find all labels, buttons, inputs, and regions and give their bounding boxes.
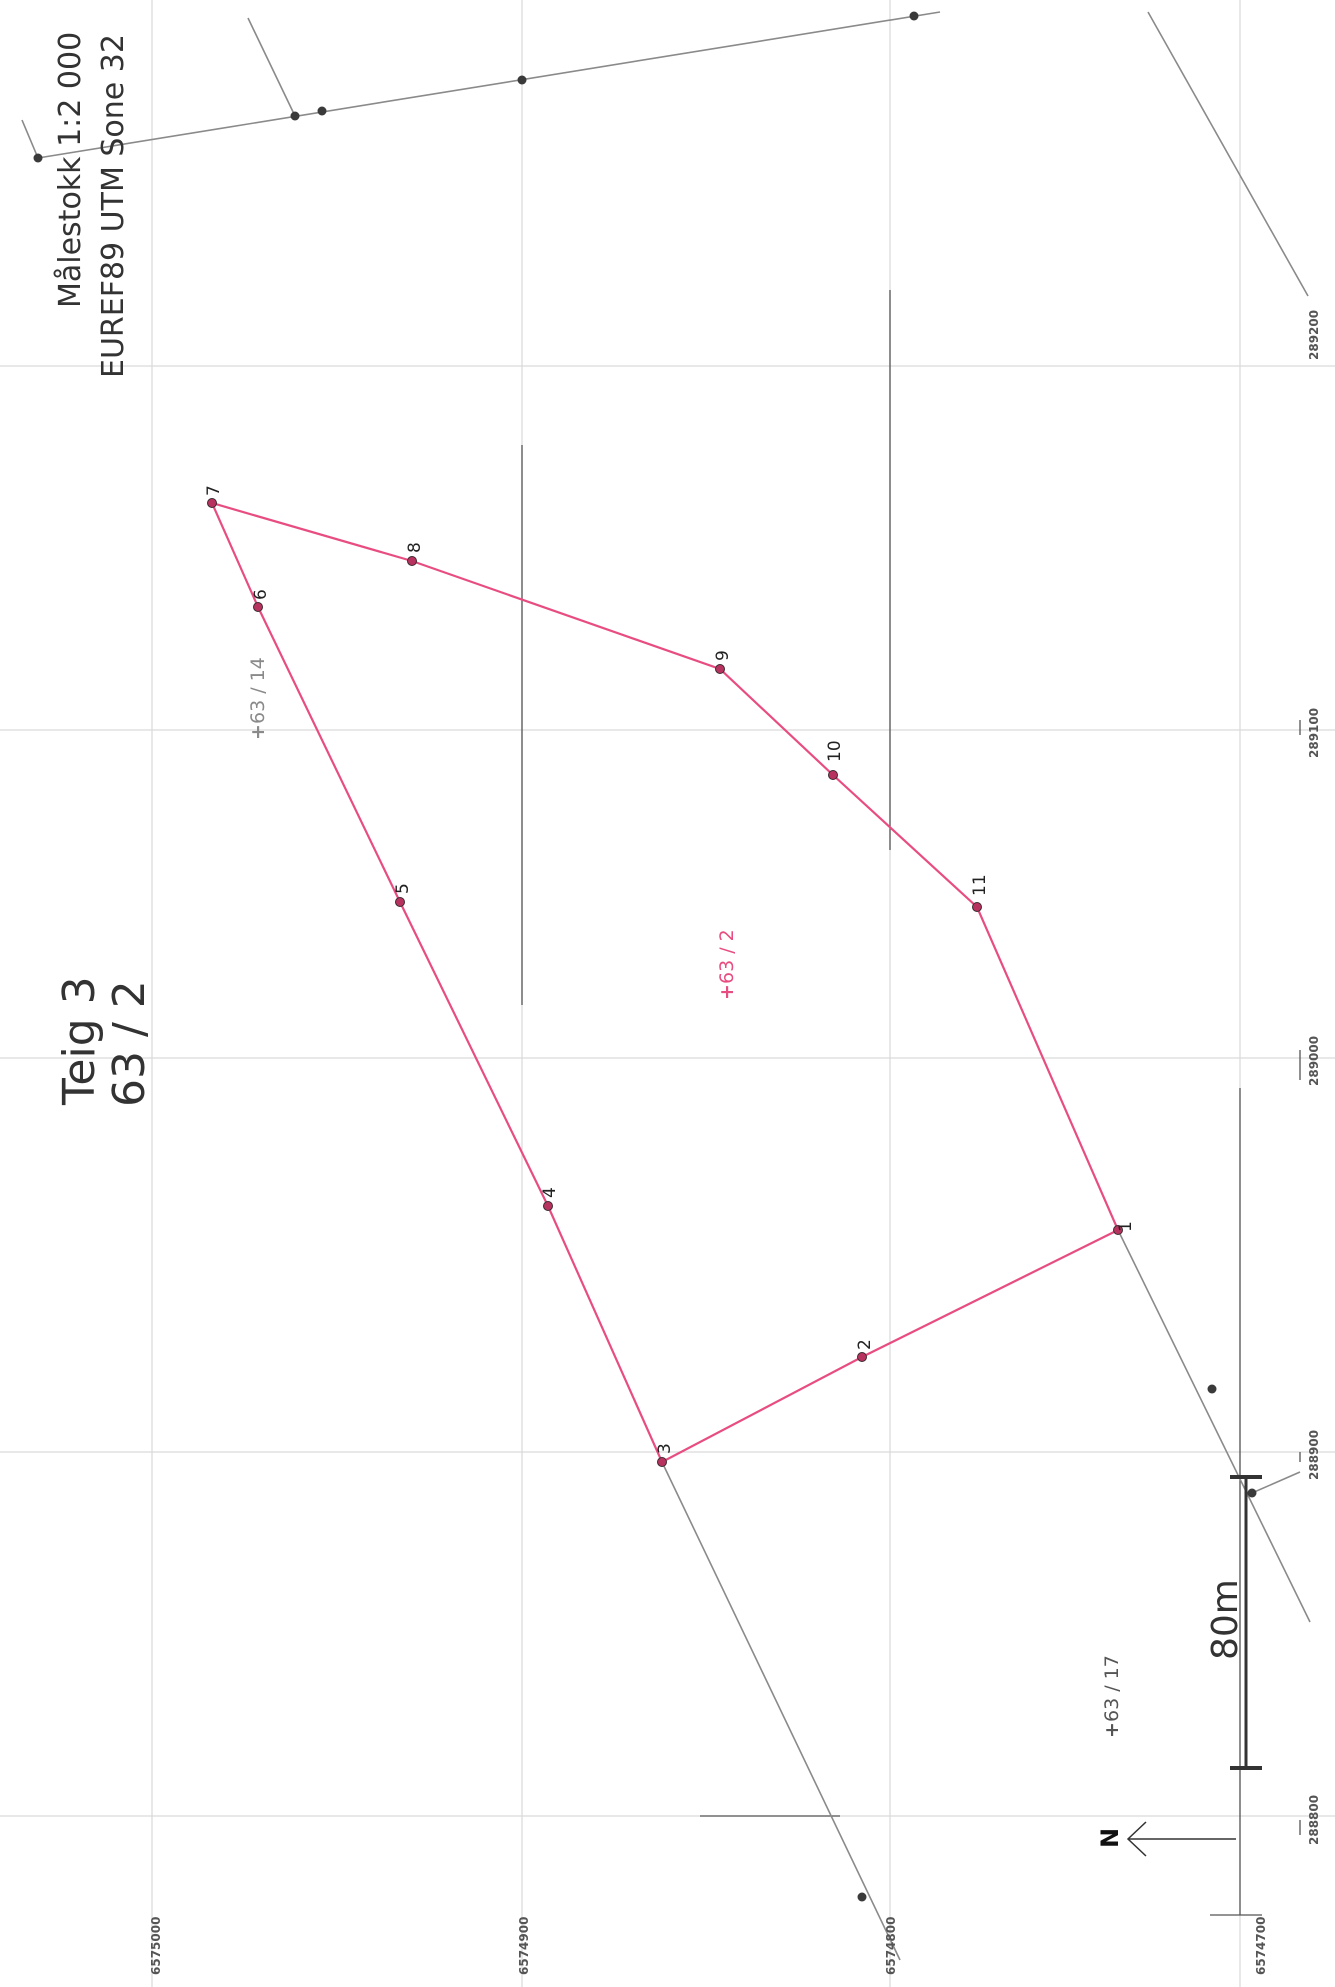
northing-label-6574900: 6574900 [517, 1917, 531, 1975]
neighbor-boundaries [21, 11, 1311, 1961]
north-arrow-icon [1126, 1821, 1147, 1857]
easting-label-289100: 289100 [1307, 708, 1321, 758]
scale-text: Målestokk 1:2 000 [53, 32, 88, 308]
neighbor-boundary-line [1251, 1471, 1301, 1494]
point-label-4: 4 [540, 1187, 560, 1198]
point-label-1: 1 [1116, 1221, 1136, 1232]
neighbor-boundary-line [1147, 11, 1309, 297]
crs-text: EUREF89 UTM Sone 32 [96, 34, 131, 378]
point-label-9: 9 [713, 650, 733, 661]
northing-label-6574800: 6574800 [884, 1917, 898, 1975]
scan-artifact-lines [521, 290, 1301, 1916]
map-title: Teig 3 63 / 2 [54, 976, 155, 1107]
point-label-3: 3 [655, 1443, 675, 1454]
boundary-point-10 [828, 770, 838, 780]
map-info: Målestokk 1:2 000 EUREF89 UTM Sone 32 [53, 32, 131, 378]
vertex-marker [1207, 1384, 1217, 1394]
boundary-point-11 [972, 902, 982, 912]
neighbor-vertices [33, 11, 1257, 1902]
boundary-point-2 [857, 1352, 867, 1362]
easting-label-289200: 289200 [1307, 310, 1321, 360]
neighbor-boundary-line [661, 1461, 901, 1961]
vertex-marker [909, 11, 919, 21]
boundary-point-8 [407, 556, 417, 566]
northing-label-6575000: 6575000 [149, 1917, 163, 1975]
easting-label-289000: 289000 [1307, 1036, 1321, 1086]
northing-labels: 6574700 6574800 6574900 6575000 [149, 1917, 1268, 1975]
parcel-boundary-63-2 [210, 501, 1120, 1464]
boundary-point-5 [395, 897, 405, 907]
north-label: N [1096, 1828, 1124, 1848]
plus-icon: + [716, 984, 738, 1000]
boundary-point-7 [207, 498, 217, 508]
point-label-6: 6 [251, 589, 271, 600]
neighbor-boundary-line [1117, 1229, 1311, 1623]
boundary-point-9 [715, 664, 725, 674]
scale-bar: 80m [1205, 1475, 1262, 1770]
boundary-vertices [207, 498, 1123, 1467]
parcel-label-north-text: 63 / 14 [247, 657, 269, 724]
easting-label-288900: 288900 [1307, 1430, 1321, 1480]
point-label-10: 10 [825, 740, 845, 762]
title-line-2: 63 / 2 [104, 980, 155, 1107]
neighbor-boundary-line [247, 17, 296, 117]
neighbor-boundary-line [21, 119, 39, 159]
boundary-point-6 [253, 602, 263, 612]
vertex-marker [517, 75, 527, 85]
parcel-label-main: + 63 / 2 [716, 929, 738, 1000]
boundary-point-4 [543, 1201, 553, 1211]
parcel-labels: + 63 / 2 + 63 / 14 + 63 / 17 [247, 657, 1123, 1738]
north-arrow: N [1096, 1821, 1236, 1857]
boundary-point-1 [1113, 1225, 1123, 1235]
easting-label-288800: 288800 [1307, 1795, 1321, 1845]
point-label-7: 7 [204, 485, 224, 496]
point-label-2: 2 [855, 1339, 875, 1350]
plus-icon: + [1101, 1722, 1123, 1738]
vertex-marker [317, 106, 327, 116]
parcel-label-main-text: 63 / 2 [716, 929, 738, 984]
point-label-5: 5 [393, 883, 413, 894]
parcel-label-south-text: 63 / 17 [1101, 1655, 1123, 1722]
point-label-11: 11 [970, 874, 990, 896]
vertex-marker [857, 1892, 867, 1902]
boundary-point-3 [657, 1457, 667, 1467]
vertex-marker [33, 153, 43, 163]
title-line-1: Teig 3 [54, 976, 105, 1106]
parcel-label-south: + 63 / 17 [1101, 1655, 1123, 1738]
northing-label-6574700: 6574700 [1254, 1917, 1268, 1975]
scale-bar-label: 80m [1205, 1579, 1246, 1660]
vertex-marker [290, 111, 300, 121]
vertex-marker [1247, 1488, 1257, 1498]
boundary-point-labels: 1 2 3 4 5 6 7 8 9 10 11 [204, 485, 1136, 1454]
plus-icon: + [247, 724, 269, 740]
parcel-label-north: + 63 / 14 [247, 657, 269, 740]
neighbor-boundary-line [37, 11, 941, 159]
point-label-8: 8 [405, 542, 425, 553]
easting-labels: 288800 288900 289000 289100 289200 [1307, 310, 1321, 1845]
